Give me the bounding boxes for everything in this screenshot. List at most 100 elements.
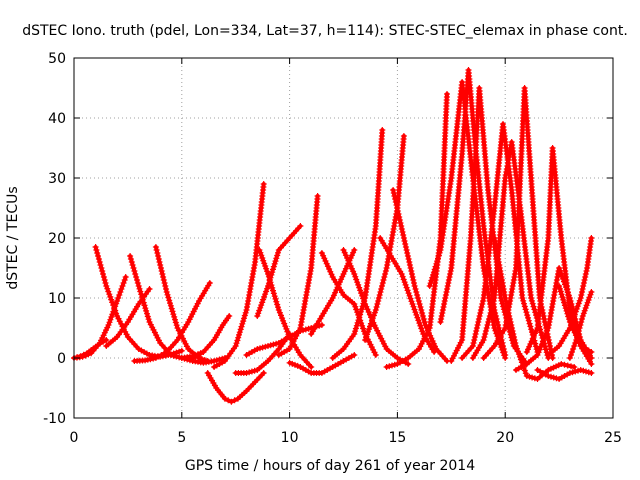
plus-marker (587, 291, 594, 298)
plus-marker (398, 271, 405, 277)
plus-marker (369, 315, 376, 322)
plus-marker (375, 298, 382, 304)
plus-marker (504, 304, 511, 310)
plus-marker (572, 340, 579, 346)
plus-marker (282, 323, 289, 330)
plus-marker (428, 277, 435, 284)
plus-marker (161, 280, 168, 286)
plus-marker (136, 285, 143, 292)
plus-marker (573, 337, 580, 343)
plus-marker (545, 337, 552, 343)
plus-marker (521, 300, 527, 307)
plus-marker (281, 320, 288, 327)
plus-marker (510, 277, 517, 283)
plus-marker (510, 331, 517, 337)
plus-marker (576, 297, 583, 304)
plus-marker (270, 263, 277, 270)
plus-marker (134, 280, 141, 286)
plus-marker (368, 317, 375, 324)
plus-marker (367, 323, 373, 330)
plus-marker (488, 307, 495, 313)
plus-marker (530, 333, 537, 339)
plus-marker (571, 311, 578, 318)
plus-marker (119, 283, 126, 289)
plus-marker (400, 133, 407, 139)
plus-marker (410, 303, 417, 310)
plus-marker (399, 273, 406, 280)
plus-marker (101, 277, 108, 283)
plus-marker (566, 355, 573, 361)
plus-marker (525, 314, 531, 321)
plus-marker (353, 276, 360, 283)
plus-marker (409, 274, 416, 280)
plus-marker (270, 287, 276, 294)
plus-marker (436, 249, 443, 256)
plus-marker (481, 334, 488, 340)
plus-marker (324, 263, 331, 270)
plus-marker (419, 310, 426, 316)
y-tick-label: 50 (48, 51, 66, 67)
plus-marker (489, 304, 496, 310)
plus-marker (570, 346, 577, 352)
plus-marker (471, 337, 478, 343)
plus-marker (318, 250, 325, 256)
plus-marker (289, 360, 296, 367)
plus-marker (473, 325, 480, 331)
plus-marker (526, 320, 533, 327)
plus-marker (417, 322, 424, 329)
plus-marker (284, 328, 291, 335)
plus-marker (130, 265, 137, 271)
plus-marker (255, 310, 262, 317)
plus-marker (273, 298, 280, 305)
x-axis-label: GPS time / hours of day 261 of year 2014 (185, 458, 475, 474)
plus-marker (574, 334, 581, 340)
plus-marker (509, 328, 516, 334)
series-16 (275, 193, 321, 358)
plus-marker (131, 268, 138, 274)
plus-marker (528, 295, 535, 301)
plus-marker (107, 316, 114, 323)
plus-marker (553, 363, 560, 370)
plus-marker (265, 271, 271, 277)
plus-marker (360, 325, 367, 332)
plus-marker (565, 313, 572, 320)
plus-marker (581, 277, 588, 283)
plus-marker (367, 320, 374, 327)
plus-marker (588, 289, 595, 295)
plus-marker (415, 295, 421, 301)
plus-marker (523, 349, 530, 355)
plus-marker (356, 314, 363, 321)
plus-marker (363, 334, 369, 341)
plus-marker (406, 262, 413, 268)
plus-marker (108, 314, 115, 320)
plus-marker (414, 314, 421, 321)
plus-marker (575, 328, 582, 334)
plus-marker (391, 193, 398, 199)
series-24 (390, 187, 450, 364)
plus-marker (382, 268, 389, 274)
plus-marker (267, 342, 274, 349)
plus-marker (588, 235, 595, 241)
plus-marker (272, 258, 279, 265)
plus-marker (402, 241, 409, 247)
plus-marker (233, 340, 240, 347)
plus-marker (260, 181, 267, 187)
plus-marker (433, 260, 440, 267)
plus-marker (371, 309, 378, 316)
series-22 (362, 133, 407, 343)
plus-marker (492, 313, 499, 319)
plus-marker (256, 247, 263, 253)
plus-marker (435, 252, 442, 259)
plus-marker (561, 302, 568, 309)
plus-marker (374, 327, 381, 334)
plus-marker (390, 187, 397, 193)
plus-marker (213, 357, 220, 364)
plus-marker (275, 304, 281, 311)
plus-marker (357, 308, 364, 315)
plus-marker (127, 256, 134, 262)
plus-marker (280, 317, 287, 324)
plus-marker (474, 322, 481, 328)
plus-marker (238, 323, 245, 330)
plus-marker (502, 352, 509, 358)
